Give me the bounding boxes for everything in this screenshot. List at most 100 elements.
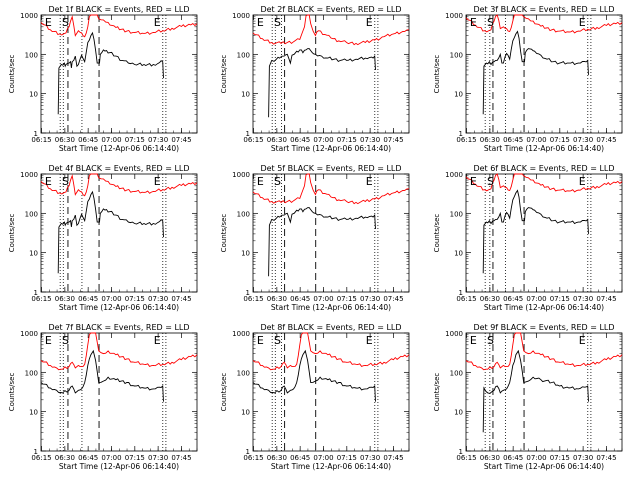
interval-marker-label: E	[579, 16, 586, 29]
x-tick-label: 07:45	[383, 295, 403, 303]
x-axis-label: Start Time (12-Apr-06 06:14:40)	[271, 462, 391, 471]
y-axis-label: Counts/sec	[433, 214, 441, 253]
x-tick-label: 07:45	[171, 295, 191, 303]
lld-series-line	[40, 14, 198, 38]
plot-frame	[40, 14, 198, 134]
panel-title: Det 2f BLACK = Events, RED = LLD	[260, 5, 401, 14]
x-tick-label: 06:45	[78, 136, 98, 144]
y-tick-label: 100	[237, 369, 250, 377]
detector-panel-3: Det 3f BLACK = Events, RED = LLD 1 10 100 10…	[433, 5, 623, 153]
y-tick-label: 1000	[20, 12, 38, 20]
events-series-line	[482, 189, 589, 274]
y-tick-label: 100	[237, 51, 250, 59]
x-tick-label: 06:15	[456, 454, 476, 462]
x-tick-label: 07:00	[313, 136, 333, 144]
interval-marker-label: S	[487, 334, 494, 347]
interval-marker-label: E	[257, 334, 264, 347]
interval-marker-label: E	[470, 175, 477, 188]
y-tick-label: 1	[459, 289, 463, 297]
events-series-line	[57, 31, 164, 115]
interval-marker-label: E	[45, 175, 52, 188]
x-tick-label: 07:30	[148, 454, 168, 462]
x-tick-label: 06:15	[31, 295, 51, 303]
x-tick-label: 07:00	[313, 454, 333, 462]
x-tick-label: 07:00	[101, 454, 121, 462]
x-tick-label: 06:45	[503, 136, 523, 144]
interval-marker-label: S	[274, 16, 281, 29]
detector-panel-5: Det 5f BLACK = Events, RED = LLD 1 10 100 10…	[220, 164, 410, 312]
x-tick-label: 06:15	[456, 136, 476, 144]
x-tick-label: 06:30	[480, 295, 500, 303]
x-tick-label: 07:00	[313, 295, 333, 303]
interval-marker-label: E	[579, 175, 586, 188]
x-tick-label: 07:15	[550, 136, 570, 144]
y-tick-label: 100	[450, 369, 463, 377]
x-tick-label: 06:15	[31, 136, 51, 144]
panel-title: Det 6f BLACK = Events, RED = LLD	[473, 164, 614, 173]
x-tick-label: 07:45	[596, 454, 616, 462]
x-tick-label: 06:30	[267, 454, 287, 462]
x-tick-label: 07:00	[526, 136, 546, 144]
y-tick-label: 10	[241, 250, 250, 258]
y-tick-label: 10	[454, 91, 463, 99]
y-axis-label: Counts/sec	[220, 55, 228, 94]
x-tick-label: 07:30	[573, 136, 593, 144]
y-tick-label: 100	[25, 369, 38, 377]
detector-panel-7: Det 7f BLACK = Events, RED = LLD 1 10 100 10…	[8, 323, 198, 471]
y-axis-label: Counts/sec	[8, 214, 16, 253]
x-tick-label: 07:30	[573, 454, 593, 462]
interval-marker-label: E	[257, 175, 264, 188]
y-tick-label: 1000	[232, 330, 250, 338]
y-tick-label: 1000	[232, 12, 250, 20]
y-tick-label: 10	[454, 409, 463, 417]
x-axis-label: Start Time (12-Apr-06 06:14:40)	[484, 303, 604, 312]
y-tick-label: 10	[241, 91, 250, 99]
lld-series-line	[40, 332, 198, 371]
x-tick-label: 07:45	[596, 136, 616, 144]
y-tick-label: 10	[29, 250, 38, 258]
x-tick-label: 07:00	[526, 295, 546, 303]
lld-series-line	[465, 173, 623, 193]
x-tick-label: 07:30	[360, 454, 380, 462]
y-tick-label: 10	[454, 250, 463, 258]
interval-marker-label: E	[366, 16, 373, 29]
x-tick-label: 07:15	[550, 295, 570, 303]
y-tick-label: 10	[29, 409, 38, 417]
interval-marker-label: S	[274, 334, 281, 347]
panel-title: Det 7f BLACK = Events, RED = LLD	[48, 323, 189, 332]
x-axis-label: Start Time (12-Apr-06 06:14:40)	[484, 462, 604, 471]
y-axis-label: Counts/sec	[220, 373, 228, 412]
detector-panel-2: Det 2f BLACK = Events, RED = LLD 1 10 100 10…	[220, 5, 410, 153]
lld-series-line	[252, 14, 410, 46]
panel-title: Det 8f BLACK = Events, RED = LLD	[260, 323, 401, 332]
x-tick-label: 06:30	[267, 136, 287, 144]
x-tick-label: 07:45	[171, 136, 191, 144]
y-axis-label: Counts/sec	[433, 373, 441, 412]
interval-marker-label: S	[487, 16, 494, 29]
y-tick-label: 10	[29, 91, 38, 99]
x-tick-label: 06:45	[290, 295, 310, 303]
y-tick-label: 1000	[445, 12, 463, 20]
y-tick-label: 1000	[445, 171, 463, 179]
y-tick-label: 1000	[445, 330, 463, 338]
x-tick-label: 07:30	[360, 136, 380, 144]
x-tick-label: 07:00	[101, 295, 121, 303]
detector-panel-1: Det 1f BLACK = Events, RED = LLD 1 10 100 10…	[8, 5, 198, 153]
x-axis-label: Start Time (12-Apr-06 06:14:40)	[59, 144, 179, 153]
x-axis-label: Start Time (12-Apr-06 06:14:40)	[484, 144, 604, 153]
y-tick-label: 100	[450, 51, 463, 59]
y-tick-label: 100	[25, 210, 38, 218]
x-tick-label: 07:15	[337, 454, 357, 462]
x-axis-label: Start Time (12-Apr-06 06:14:40)	[59, 303, 179, 312]
y-tick-label: 1	[246, 289, 250, 297]
plot-frame	[465, 173, 623, 293]
y-axis-label: Counts/sec	[8, 55, 16, 94]
interval-marker-label: E	[154, 334, 161, 347]
plot-frame	[465, 332, 623, 452]
interval-marker-label: E	[45, 334, 52, 347]
x-axis-label: Start Time (12-Apr-06 06:14:40)	[59, 462, 179, 471]
x-tick-label: 06:15	[243, 136, 263, 144]
x-tick-label: 07:45	[383, 454, 403, 462]
x-tick-label: 06:30	[55, 295, 75, 303]
interval-marker-label: E	[45, 16, 52, 29]
